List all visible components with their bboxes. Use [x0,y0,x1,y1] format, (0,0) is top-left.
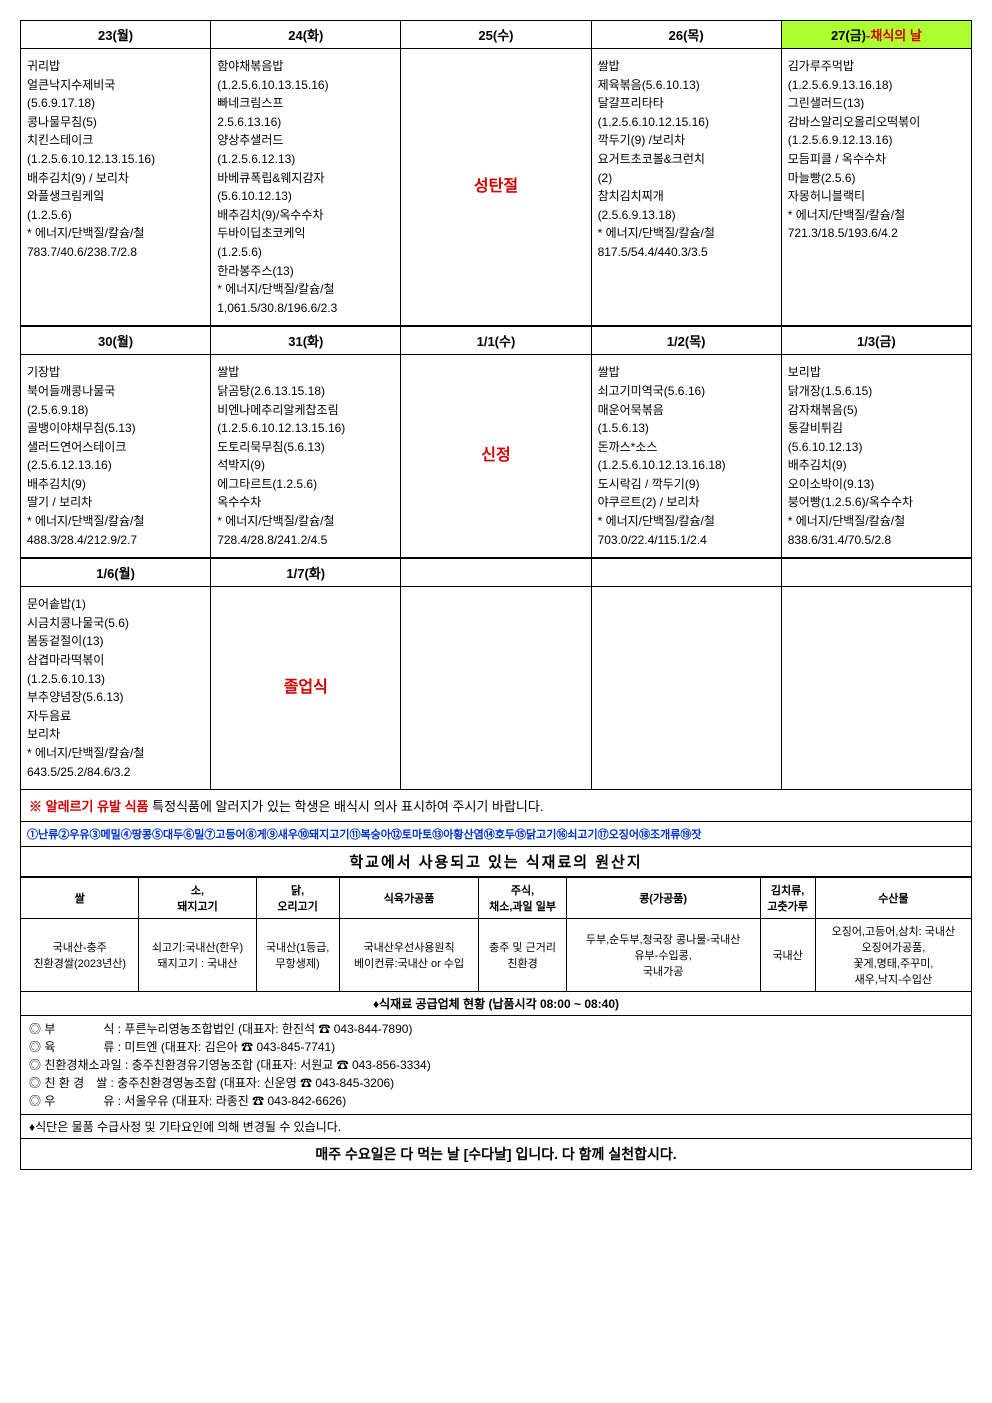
day-header: 1/1(수) [401,327,591,355]
special-date: 27(금) [831,28,866,43]
origin-value: 국내산우선사용원칙 베이컨류:국내산 or 수입 [339,919,479,992]
week2-body-row: 기장밥 북어들깨콩나물국 (2.5.6.9.18) 골뱅이야채무침(5.13) … [21,355,972,558]
allergen-list: ①난류②우유③메밀④땅콩⑤대두⑥밀⑦고등어⑧게⑨새우⑩돼지고기⑪복숭아⑫토마토⑬… [20,822,972,847]
origin-value: 국내산(1등급, 무항생제) [256,919,339,992]
origin-header: 소, 돼지고기 [139,878,256,919]
menu-cell: 쌀밥 쇠고기미역국(5.6.16) 매운어묵볶음 (1.5.6.13) 돈까스*… [591,355,781,558]
origin-value-row: 국내산-충주 친환경쌀(2023년산) 쇠고기:국내산(한우) 돼지고기 : 국… [21,919,972,992]
supplier-line: ◎ 우 유 : 서울우유 (대표자: 라종진 ☎ 043-842-6626) [29,1092,963,1110]
day-header: 25(수) [401,21,591,49]
menu-cell: 쌀밥 제육볶음(5.6.10.13) 달걀프리타타 (1.2.5.6.10.12… [591,49,781,326]
day-header: 23(월) [21,21,211,49]
origin-value: 충주 및 근거리 친환경 [479,919,566,992]
day-header: 31(화) [211,327,401,355]
origin-title: 학교에서 사용되고 있는 식재료의 원산지 [20,847,972,877]
allergy-note: ※ 알레르기 유발 식품 특정식품에 알러지가 있는 학생은 배식시 의사 표시… [20,790,972,822]
origin-header: 주식, 채소,과일 일부 [479,878,566,919]
empty-cell [781,587,971,790]
origin-value: 쇠고기:국내산(한우) 돼지고기 : 국내산 [139,919,256,992]
day-header: 1/3(금) [781,327,971,355]
event-cell: 졸업식 [211,587,401,790]
origin-header: 쌀 [21,878,139,919]
supplier-list: ◎ 부 식 : 푸른누리영농조합법인 (대표자: 한진석 ☎ 043-844-7… [20,1016,972,1115]
menu-cell: 문어솥밥(1) 시금치콩나물국(5.6) 봄동겉절이(13) 삼겹마라떡볶이 (… [21,587,211,790]
menu-cell: 보리밥 닭개장(1.5.6.15) 감자채볶음(5) 통갈비튀김 (5.6.10… [781,355,971,558]
supplier-line: ◎ 친 환 경 쌀 : 충주친환경영농조합 (대표자: 신운영 ☎ 043-84… [29,1074,963,1092]
allergy-text: 특정식품에 알러지가 있는 학생은 배식시 의사 표시하여 주시기 바랍니다. [149,799,544,814]
day-header-special: 27(금)-채식의 날 [781,21,971,49]
empty-cell [401,587,591,790]
menu-cell: 귀리밥 얼큰낙지수제비국 (5.6.9.17.18) 콩나물무침(5) 치킨스테… [21,49,211,326]
change-note: ♦식단은 물품 수급사정 및 기타요인에 의해 변경될 수 있습니다. [20,1115,972,1139]
origin-header: 콩(가공품) [566,878,760,919]
calendar-week3: 1/6(월) 1/7(화) 문어솥밥(1) 시금치콩나물국(5.6) 봄동겉절이… [20,558,972,790]
supplier-line: ◎ 부 식 : 푸른누리영농조합법인 (대표자: 한진석 ☎ 043-844-7… [29,1020,963,1038]
origin-value: 두부,순두부,청국장 콩나물-국내산 유부-수입콩, 국내가공 [566,919,760,992]
day-header: 1/2(목) [591,327,781,355]
menu-cell: 기장밥 북어들깨콩나물국 (2.5.6.9.18) 골뱅이야채무침(5.13) … [21,355,211,558]
week2-header-row: 30(월) 31(화) 1/1(수) 1/2(목) 1/3(금) [21,327,972,355]
day-header: 26(목) [591,21,781,49]
week1-body-row: 귀리밥 얼큰낙지수제비국 (5.6.9.17.18) 콩나물무침(5) 치킨스테… [21,49,972,326]
footer-message: 매주 수요일은 다 먹는 날 [수다날] 입니다. 다 함께 실천합시다. [20,1139,972,1170]
day-header [781,559,971,587]
origin-header-row: 쌀 소, 돼지고기 닭, 오리고기 식육가공품 주식, 채소,과일 일부 콩(가… [21,878,972,919]
origin-table: 쌀 소, 돼지고기 닭, 오리고기 식육가공품 주식, 채소,과일 일부 콩(가… [20,877,972,992]
origin-value: 국내산 [760,919,815,992]
empty-cell [591,587,781,790]
calendar-week2: 30(월) 31(화) 1/1(수) 1/2(목) 1/3(금) 기장밥 북어들… [20,326,972,558]
special-label: -채식의 날 [866,28,922,43]
origin-value: 오징어,고등어,삼치: 국내산 오징어가공품, 꽃게,명태,주꾸미, 새우,낙지… [815,919,971,992]
day-header: 1/6(월) [21,559,211,587]
holiday-cell: 신정 [401,355,591,558]
day-header [401,559,591,587]
calendar-week1: 23(월) 24(화) 25(수) 26(목) 27(금)-채식의 날 귀리밥 … [20,20,972,326]
allergy-label: ※ 알레르기 유발 식품 [29,799,149,814]
origin-header: 김치류, 고춧가루 [760,878,815,919]
origin-header: 수산물 [815,878,971,919]
menu-cell: 함야채볶음밥 (1.2.5.6.10.13.15.16) 빠네크림스프 2.5.… [211,49,401,326]
week1-header-row: 23(월) 24(화) 25(수) 26(목) 27(금)-채식의 날 [21,21,972,49]
origin-header: 식육가공품 [339,878,479,919]
week3-body-row: 문어솥밥(1) 시금치콩나물국(5.6) 봄동겉절이(13) 삼겹마라떡볶이 (… [21,587,972,790]
day-header: 1/7(화) [211,559,401,587]
supplier-line: ◎ 친환경채소과일 : 충주친환경유기영농조합 (대표자: 서원교 ☎ 043-… [29,1056,963,1074]
day-header: 30(월) [21,327,211,355]
day-header [591,559,781,587]
supplier-line: ◎ 육 류 : 미트엔 (대표자: 김은아 ☎ 043-845-7741) [29,1038,963,1056]
week3-header-row: 1/6(월) 1/7(화) [21,559,972,587]
menu-cell: 김가루주먹밥 (1.2.5.6.9.13.16.18) 그린샐러드(13) 감바… [781,49,971,326]
day-header: 24(화) [211,21,401,49]
origin-value: 국내산-충주 친환경쌀(2023년산) [21,919,139,992]
supplier-header: ♦식재료 공급업체 현황 (납품시각 08:00 ~ 08:40) [20,992,972,1016]
holiday-cell: 성탄절 [401,49,591,326]
origin-header: 닭, 오리고기 [256,878,339,919]
menu-cell: 쌀밥 닭곰탕(2.6.13.15.18) 비엔나메추리알케찹조림 (1.2.5.… [211,355,401,558]
